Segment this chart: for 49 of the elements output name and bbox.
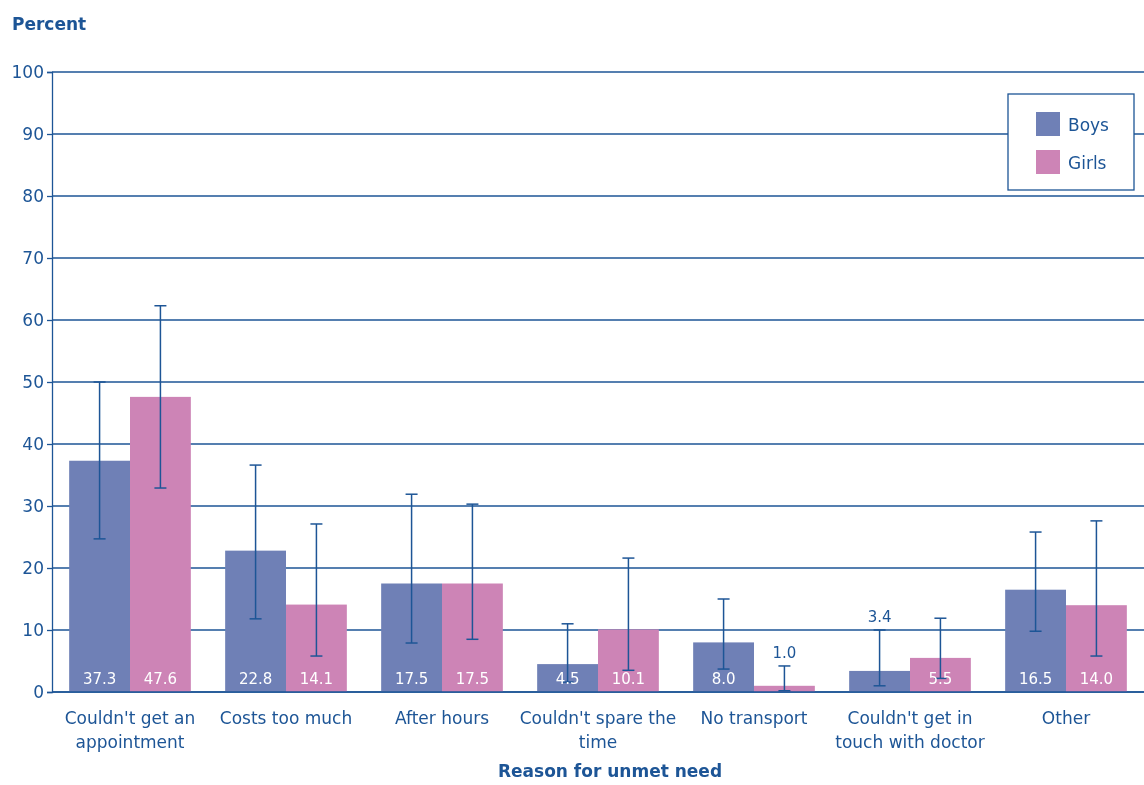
y-tick-label: 40	[22, 433, 44, 454]
x-tick-label: Other	[1041, 708, 1091, 728]
data-label: 10.1	[611, 670, 646, 688]
data-label: 47.6	[143, 670, 178, 688]
x-tick-label: Couldn't spare the time	[519, 708, 677, 752]
bar	[286, 604, 347, 692]
bar	[1005, 589, 1066, 692]
x-axis-title: Reason for unmet need	[497, 761, 723, 781]
bar	[442, 583, 503, 692]
bar	[225, 550, 286, 692]
data-label: 4.5	[555, 670, 580, 688]
x-tick-label: After hours	[394, 708, 490, 728]
y-tick-label: 60	[22, 309, 44, 330]
data-label: 17.5	[455, 670, 490, 688]
bar	[130, 396, 191, 692]
bar	[537, 664, 598, 692]
bar	[693, 642, 754, 692]
y-tick-label: 100	[11, 61, 44, 82]
x-tick-label: No transport	[700, 708, 808, 728]
data-label: 22.8	[238, 670, 273, 688]
x-tick-label: Couldn't get an appointment	[64, 708, 196, 752]
data-label: 1.0	[772, 643, 797, 662]
bar	[381, 583, 442, 692]
y-tick-label: 80	[22, 185, 44, 206]
y-tick-label: 0	[33, 681, 44, 702]
data-label: 3.4	[867, 608, 892, 626]
y-axis-title: Percent	[12, 14, 87, 34]
data-label: 14.1	[299, 670, 334, 688]
bar	[910, 657, 971, 692]
y-tick-label: 10	[22, 619, 44, 640]
data-label: 14.0	[1079, 670, 1114, 688]
legend-label: Girls	[1068, 153, 1107, 173]
y-tick-label: 50	[22, 371, 44, 392]
y-tick-label: 20	[22, 557, 44, 578]
data-label: 37.3	[82, 670, 117, 688]
y-tick-label: 30	[22, 495, 44, 516]
legend-label: Boys	[1068, 115, 1110, 135]
bar	[1066, 605, 1127, 692]
data-label: 17.5	[394, 670, 429, 688]
data-label: 16.5	[1018, 670, 1053, 688]
bar	[598, 629, 659, 692]
y-tick-label: 90	[22, 123, 44, 144]
x-tick-label: Costs too much	[219, 708, 353, 728]
y-tick-label: 70	[22, 247, 44, 268]
x-tick-label: Couldn't get in touch with doctor	[835, 708, 985, 752]
data-label: 8.0	[711, 670, 736, 688]
data-label: 5.5	[928, 670, 953, 688]
bar	[69, 460, 130, 692]
bar	[849, 670, 910, 692]
